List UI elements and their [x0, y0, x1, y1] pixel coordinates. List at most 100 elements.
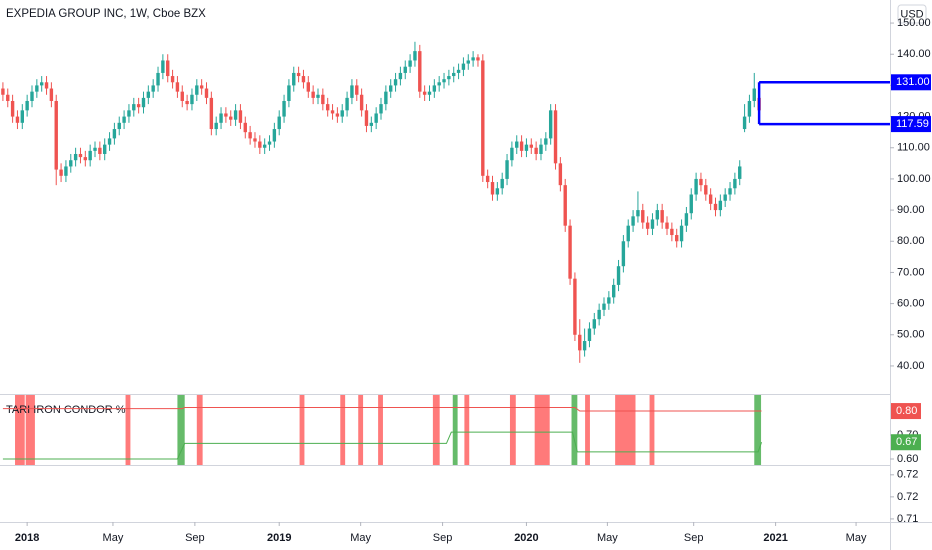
candle-body: [573, 278, 577, 335]
currency-button[interactable]: [897, 4, 927, 24]
candle-body: [180, 91, 184, 101]
candle-body: [253, 138, 257, 142]
candle-body: [548, 110, 553, 139]
candle-body: [325, 104, 330, 111]
candle-body: [209, 97, 214, 130]
candle-body: [461, 63, 466, 70]
candle-body: [330, 110, 335, 114]
candle-body: [132, 104, 136, 111]
candle-body: [374, 113, 378, 123]
candle-body: [611, 284, 616, 298]
candle-body: [83, 157, 88, 161]
candle-body: [466, 60, 470, 64]
candle-body: [195, 85, 199, 95]
y-tick-label: 50.00: [897, 329, 925, 341]
candle-body: [214, 122, 218, 130]
candle-body: [88, 150, 92, 161]
y-tick-label: 70.00: [897, 266, 925, 278]
band: [509, 395, 516, 465]
candle-body: [170, 76, 175, 83]
y-tick-label: 80.00: [897, 235, 925, 247]
candle-body: [98, 147, 102, 154]
candle-body: [161, 60, 165, 73]
candle-body: [49, 88, 54, 101]
candle-body: [607, 297, 611, 304]
y-tick-label: 60.00: [897, 298, 925, 310]
band: [299, 395, 305, 465]
candle-body: [248, 132, 252, 139]
candle-body: [199, 85, 204, 89]
x-tick-label: May: [597, 532, 618, 544]
candle-body: [616, 266, 621, 285]
candle-body: [665, 222, 669, 229]
candle-body: [64, 166, 68, 176]
x-tick-label: May: [350, 532, 371, 544]
band: [754, 395, 762, 465]
candle-body: [505, 160, 509, 179]
y-tick-label: 150.00: [897, 17, 931, 29]
band: [534, 395, 550, 465]
candle-body: [650, 219, 655, 229]
candle-body: [529, 144, 533, 148]
candle-body: [93, 147, 97, 151]
candle-body: [524, 144, 529, 151]
candle-body: [747, 100, 752, 117]
candle-body: [534, 147, 538, 154]
candle-body: [6, 94, 10, 101]
band: [25, 395, 35, 465]
candle-body: [670, 228, 674, 236]
candle-body: [15, 116, 20, 123]
candle-body: [296, 72, 301, 77]
candle-body: [631, 216, 635, 226]
candle-body: [553, 110, 558, 164]
x-tick-label: May: [846, 532, 867, 544]
x-tick-label: Sep: [684, 532, 704, 544]
candle-body: [578, 334, 582, 351]
candle-body: [621, 241, 626, 267]
candle-body: [544, 138, 548, 145]
indicator-line: [2, 431, 763, 460]
candle-body: [689, 194, 693, 214]
candle-body: [321, 94, 325, 105]
candle-body: [229, 116, 233, 120]
candle-body: [350, 85, 354, 98]
candle-body: [379, 104, 383, 114]
candle-body: [73, 153, 78, 161]
candle-body: [384, 91, 388, 105]
candle-body: [490, 182, 495, 195]
candle-body: [127, 110, 131, 117]
candle-body: [277, 116, 281, 130]
candle-body: [752, 88, 756, 101]
candle-body: [204, 88, 209, 98]
candle-body: [10, 100, 15, 117]
candle-body: [427, 91, 432, 95]
band: [615, 395, 636, 465]
candle-body: [117, 122, 121, 130]
band: [585, 395, 590, 465]
candle-body: [78, 153, 83, 158]
candle-body: [107, 138, 112, 145]
candle-body: [602, 303, 606, 310]
level-badge: [891, 74, 931, 91]
y-tick-label: 0.72: [897, 469, 918, 481]
candle-body: [122, 116, 126, 123]
candle-body: [136, 104, 141, 108]
candle-body: [59, 169, 63, 176]
candle-body: [282, 100, 286, 117]
currency-label: USD: [900, 8, 923, 20]
candle-body: [219, 113, 223, 123]
candle-body: [592, 319, 597, 329]
candle-body: [156, 72, 160, 86]
y-tick-label: 140.00: [897, 48, 931, 60]
candle-body: [141, 97, 146, 108]
candle-body: [558, 163, 563, 186]
x-tick-label: 2019: [267, 532, 291, 544]
x-tick-label: 2020: [514, 532, 538, 544]
candle-body: [713, 203, 718, 211]
candle-body: [708, 194, 713, 204]
x-tick-label: 2018: [15, 532, 39, 544]
candle-body: [403, 66, 407, 73]
candle-body: [359, 94, 364, 111]
candle-body: [112, 129, 117, 139]
